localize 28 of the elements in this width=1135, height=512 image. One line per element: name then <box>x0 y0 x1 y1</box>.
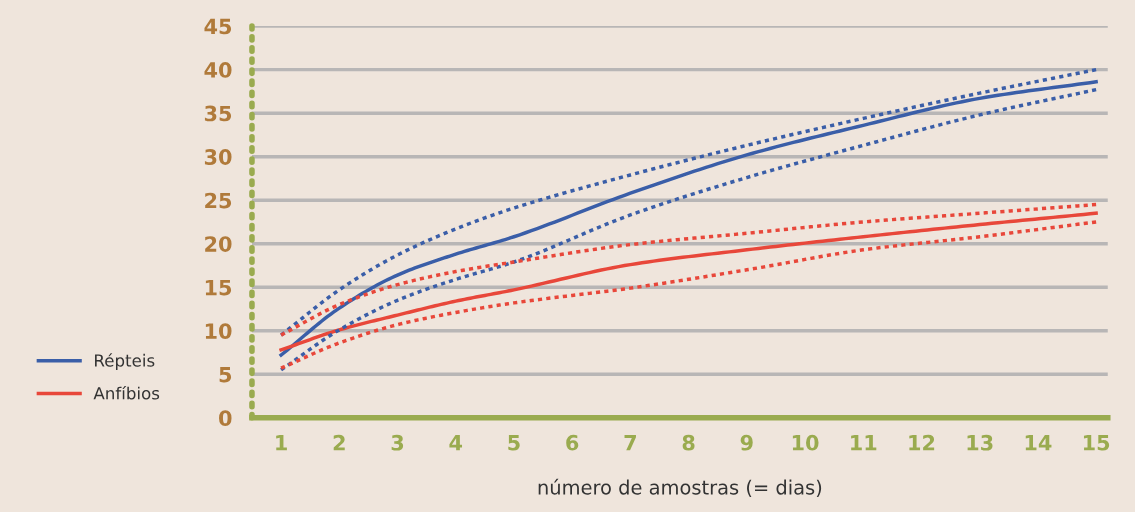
y-tick-label: 10 <box>205 323 232 339</box>
x-tick-label: 6 <box>566 434 579 451</box>
x-tick-label: 3 <box>391 434 404 451</box>
x-tick-label: 1 <box>276 435 287 451</box>
x-tick-label: 4 <box>449 435 463 451</box>
x-tick-label: 15 <box>1083 435 1110 451</box>
x-tick-label: 12 <box>909 434 935 451</box>
x-tick-label: 2 <box>333 434 345 451</box>
y-tick-label: 0 <box>219 410 232 426</box>
y-tick-label: 15 <box>205 279 232 296</box>
x-tick-label: 13 <box>967 434 993 451</box>
x-tick-label: 9 <box>740 434 753 451</box>
x-tick-label: 10 <box>792 434 819 451</box>
y-tick-label: 25 <box>205 192 232 209</box>
y-tick-label: 40 <box>204 62 232 78</box>
x-tick-label: 11 <box>851 435 877 451</box>
x-tick-label: 7 <box>624 435 636 451</box>
x-axis-title: número de amostras (= dias) <box>538 478 822 497</box>
y-tick-label: 30 <box>204 149 232 165</box>
y-tick-label: 35 <box>204 105 232 122</box>
legend-label: Répteis <box>95 353 155 370</box>
y-tick-label: 20 <box>205 236 232 252</box>
x-tick-label: 14 <box>1025 435 1052 451</box>
x-tick-label: 5 <box>508 435 520 451</box>
y-tick-label: 45 <box>204 18 232 35</box>
x-tick-label: 8 <box>682 434 695 451</box>
y-tick-label: 5 <box>219 367 232 383</box>
legend-label: Anfíbios <box>93 386 160 400</box>
